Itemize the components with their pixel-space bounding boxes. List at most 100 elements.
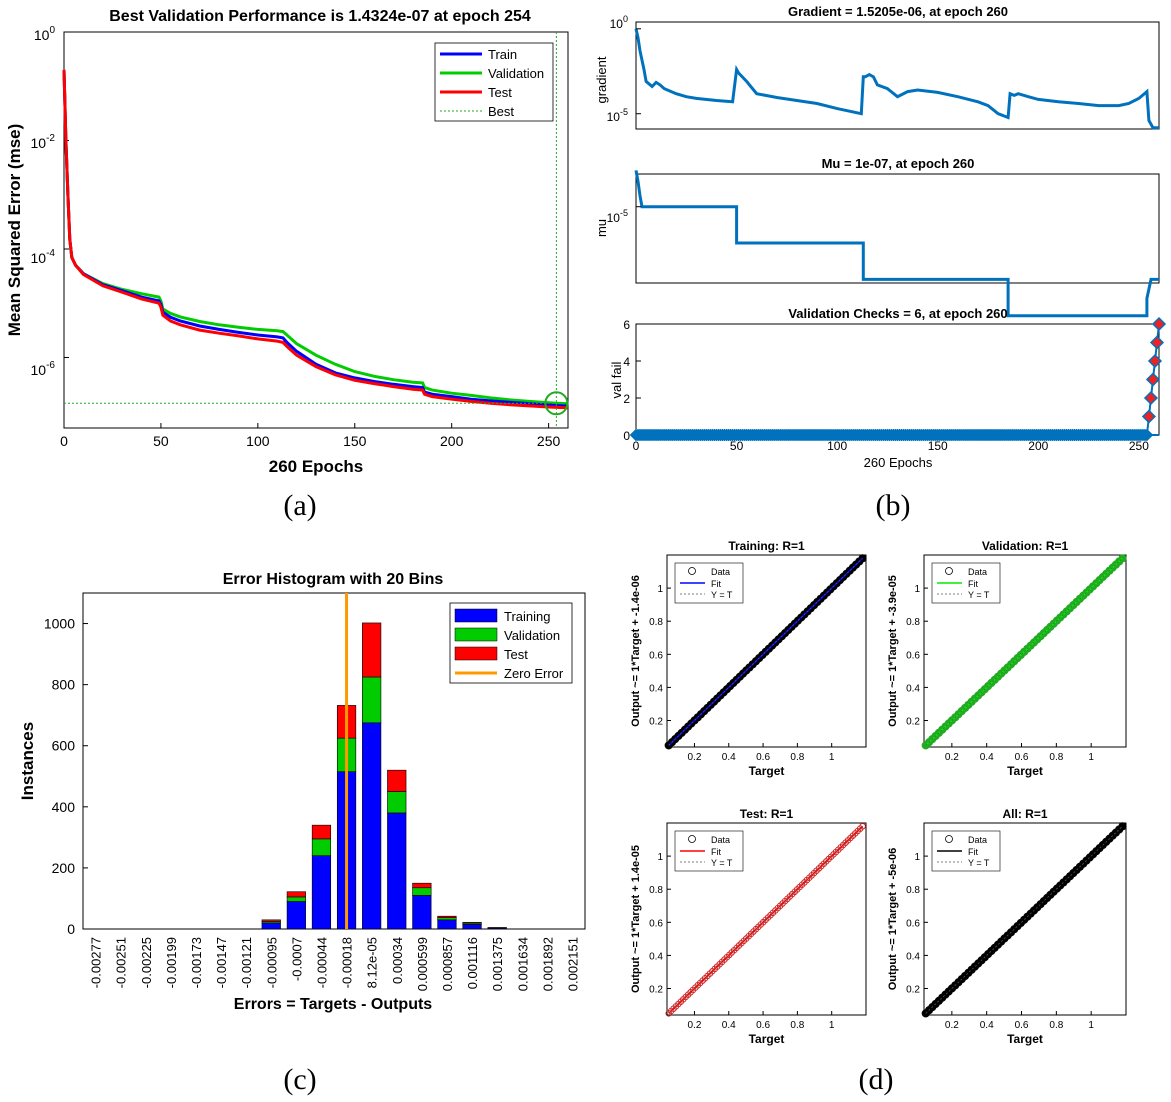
- regression-plot-0: Training: R=1 0.2 0.4 0.6 0.8 1 0.2 0.4 0.6 0.8 1 T…: [630, 539, 867, 778]
- regression-ytick-label: 0.4: [649, 951, 663, 962]
- chart-a-line-test: [62, 69, 569, 410]
- regression-xtick-label: 1: [829, 752, 835, 763]
- regression-title: Validation: R=1: [982, 539, 1069, 553]
- chart-c-ytick-label: 400: [52, 799, 76, 815]
- regression-legend-fit-label: Fit: [711, 579, 721, 589]
- hist-bar-validation-14: [437, 917, 457, 921]
- gradient-line: [634, 28, 1159, 130]
- chart-a-title: Best Validation Performance is 1.4324e-0…: [109, 8, 531, 25]
- chart-c-xtick-label: 8.12e-05: [365, 937, 380, 988]
- regression-ytick-label: 0.4: [649, 683, 663, 694]
- regression-ytick-label: 0.8: [906, 885, 920, 896]
- regression-legend-data-swatch: [688, 567, 696, 575]
- chart-c-xtick-label: -0.00121: [239, 937, 254, 988]
- hist-bar-training-7: [261, 922, 281, 930]
- regression-ytick-label: 0.6: [906, 650, 920, 661]
- regression-ytick-label: 1: [657, 852, 663, 863]
- hist-bar-training-11: [362, 722, 382, 930]
- regression-ytick-label: 0.2: [906, 985, 920, 996]
- chart-b3-ytick-label: 2: [623, 392, 630, 406]
- chart-a-ytick-1: 10-2: [31, 133, 56, 151]
- regression-yt-line: [925, 558, 1123, 746]
- chart-c-xtick-label: 0.000599: [415, 937, 430, 991]
- regression-xtick-label: 0.4: [722, 752, 736, 763]
- hist-bar-test-15: [462, 921, 482, 924]
- regression-ytick-label: 0.8: [649, 617, 663, 628]
- val-fail-point-6: [1151, 316, 1167, 332]
- val-fail-point-3: [1145, 372, 1161, 387]
- regression-ytick-label: 0.2: [649, 985, 663, 996]
- chart-c-xtick-label: -0.00277: [89, 937, 104, 988]
- regression-xtick-label: 0.6: [756, 752, 770, 763]
- hist-bar-validation-13: [412, 887, 432, 896]
- hist-bar-test-12: [387, 769, 407, 792]
- regression-yt-line: [668, 826, 863, 1014]
- legend-c-training-label: Training: [504, 609, 550, 624]
- regression-ytick-label: 0.8: [906, 617, 920, 628]
- regression-ytick-label: 1: [914, 852, 920, 863]
- mu-line: [634, 170, 1159, 318]
- regression-xtick-label: 0.2: [945, 752, 959, 763]
- legend-c-validation-swatch: [454, 627, 498, 642]
- chart-a-xtick-label: 0: [60, 433, 68, 449]
- chart-c-xtick-label: -0.00147: [214, 937, 229, 988]
- chart-a-ylabel: Mean Squared Error (mse): [5, 124, 24, 337]
- chart-b3-xlabel: 260 Epochs: [864, 455, 933, 470]
- legend-test-label: Test: [488, 85, 512, 100]
- panel-d: (d) Training: R=1 0.2 0.4 0.6 0.8 1 0.2 0.4 0.6 0…: [630, 539, 1127, 1096]
- chart-a-xtick-label: 150: [343, 433, 367, 449]
- chart-c-xtick-label: -0.00095: [264, 937, 279, 988]
- panel-label-a: (a): [283, 489, 316, 522]
- chart-c-bars: [86, 593, 582, 930]
- chart-c-xtick-label: -0.0007: [289, 937, 304, 981]
- regression-xlabel: Target: [1007, 764, 1043, 778]
- chart-c-ytick-label: 600: [52, 738, 76, 754]
- regression-title: Test: R=1: [740, 807, 794, 821]
- chart-c-xtick-label: 0.001116: [465, 937, 480, 989]
- chart-b2-title: Mu = 1e-07, at epoch 260: [822, 156, 975, 171]
- regression-xtick-label: 0.8: [790, 1020, 804, 1031]
- regression-ytick-label: 0.6: [649, 650, 663, 661]
- regression-legend-fit-label: Fit: [968, 579, 978, 589]
- hist-bar-validation-11: [362, 676, 382, 724]
- chart-a-xticks: 0 50 100 150 200 250: [60, 31, 561, 449]
- regression-ytick-label: 0.2: [649, 717, 663, 728]
- panel-label-b: (b): [876, 489, 911, 522]
- regression-xtick-label: 0.6: [756, 1020, 770, 1031]
- regression-legend-data-label: Data: [968, 567, 987, 577]
- chart-c-ylabel: Instances: [18, 722, 37, 800]
- regression-ylabel: Output ~= 1*Target + -5e-06: [887, 848, 899, 991]
- regression-ytick-label: 0.4: [906, 951, 920, 962]
- chart-a-xtick-label: 50: [153, 433, 169, 449]
- regression-legend-data-label: Data: [968, 835, 987, 845]
- hist-bar-test-8: [286, 891, 306, 898]
- chart-b3-ytick-label: 6: [623, 318, 630, 332]
- hist-bar-training-9: [311, 855, 332, 930]
- regression-xtick-label: 1: [1088, 752, 1094, 763]
- chart-b3-ytick-label: 0: [623, 429, 630, 443]
- chart-c-legend: Training Validation Test Zero Error: [449, 602, 573, 684]
- regression-xlabel: Target: [749, 764, 785, 778]
- regression-xtick-label: 0.2: [687, 752, 701, 763]
- regression-legend-data-swatch: [945, 835, 953, 843]
- regression-ytick-label: 1: [657, 584, 663, 595]
- regression-legend-yt-label: Y = T: [711, 590, 733, 600]
- chart-b3-xtick-label: 50: [730, 439, 744, 453]
- chart-b1-series: [634, 28, 1159, 130]
- chart-b3-yticks: 0 2 4 6: [623, 318, 641, 443]
- chart-a-xlabel: 260 Epochs: [269, 457, 364, 476]
- val-fail-point-2: [1143, 390, 1159, 406]
- hist-bar-test-9: [311, 824, 332, 840]
- regression-xtick-label: 0.4: [980, 752, 994, 763]
- chart-c-xtick-label: 0.002151: [565, 937, 580, 991]
- regression-title: Training: R=1: [728, 539, 805, 553]
- chart-c-xtick-label: -0.00173: [189, 937, 204, 988]
- regression-plot-3: All: R=1 0.2 0.4 0.6 0.8 1 0.2 0.4 0.6 0.8 1 Target…: [887, 807, 1127, 1046]
- val-fail-point-1: [1141, 409, 1157, 424]
- chart-c-xtick-label: -0.00225: [139, 937, 154, 988]
- hist-bar-validation-8: [286, 896, 306, 902]
- regression-xtick-label: 0.8: [790, 752, 804, 763]
- legend-c-test-swatch: [454, 646, 498, 661]
- chart-b3-xticks: 0 50 100 150 200 250: [633, 430, 1149, 453]
